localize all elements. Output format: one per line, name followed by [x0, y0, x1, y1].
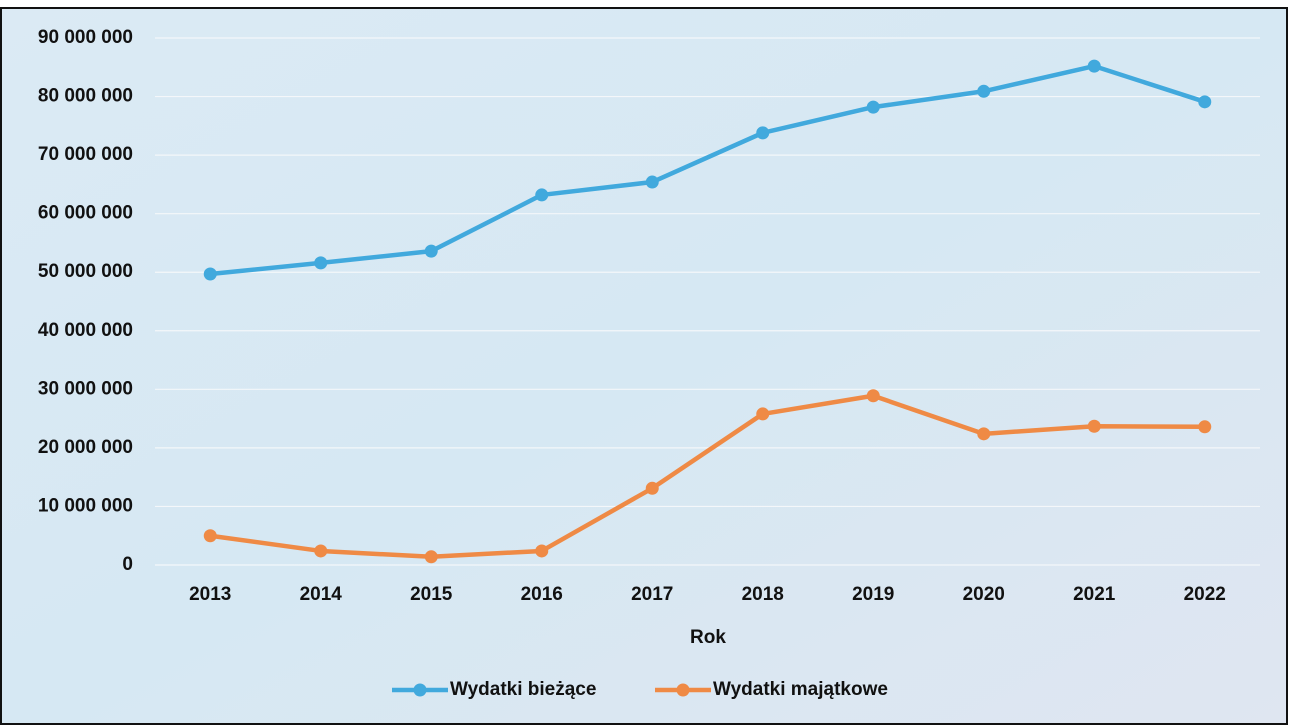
legend-swatch-marker [676, 683, 690, 697]
data-point [977, 84, 991, 98]
series-line [210, 63, 1206, 277]
data-point [1198, 95, 1212, 109]
x-tick-label: 2019 [852, 584, 894, 605]
x-tick-label: 2018 [742, 584, 784, 605]
chart-frame [0, 7, 1288, 725]
data-point [203, 529, 217, 543]
x-tick-label: 2016 [521, 584, 563, 605]
data-point [424, 244, 438, 258]
data-point [1087, 59, 1101, 73]
y-tick-label: 30 000 000 [38, 378, 133, 399]
x-tick-label: 2020 [963, 584, 1005, 605]
data-point [977, 427, 991, 441]
y-tick-label: 0 [122, 554, 133, 575]
data-point [424, 550, 438, 564]
y-tick-label: 20 000 000 [38, 437, 133, 458]
x-tick-label: 2013 [189, 584, 231, 605]
y-tick-label: 10 000 000 [38, 495, 133, 516]
data-point [866, 389, 880, 403]
data-point [645, 481, 659, 495]
data-point [1198, 420, 1212, 434]
legend-label: Wydatki majątkowe [713, 679, 888, 700]
data-point [535, 544, 549, 558]
x-tick-label: 2022 [1184, 584, 1226, 605]
data-point [535, 188, 549, 202]
data-point [314, 544, 328, 558]
y-tick-label: 90 000 000 [38, 27, 133, 48]
y-tick-label: 40 000 000 [38, 320, 133, 341]
y-tick-label: 70 000 000 [38, 144, 133, 165]
x-tick-label: 2017 [631, 584, 673, 605]
data-point [314, 256, 328, 270]
legend-swatch-marker [413, 683, 427, 697]
series-line [209, 393, 1205, 560]
y-tick-label: 80 000 000 [38, 86, 133, 107]
x-axis-label: Rok [690, 627, 726, 648]
x-tick-label: 2014 [300, 584, 343, 605]
data-point [756, 126, 770, 140]
data-point [756, 407, 770, 421]
x-tick-label: 2015 [410, 584, 453, 605]
legend-label: Wydatki bieżące [450, 679, 596, 700]
data-point [203, 267, 217, 281]
data-point [1087, 419, 1101, 433]
y-tick-label: 60 000 000 [38, 203, 133, 224]
data-point [866, 100, 880, 114]
data-point [645, 175, 659, 189]
y-tick-label: 50 000 000 [38, 261, 133, 282]
x-tick-label: 2021 [1073, 584, 1116, 605]
